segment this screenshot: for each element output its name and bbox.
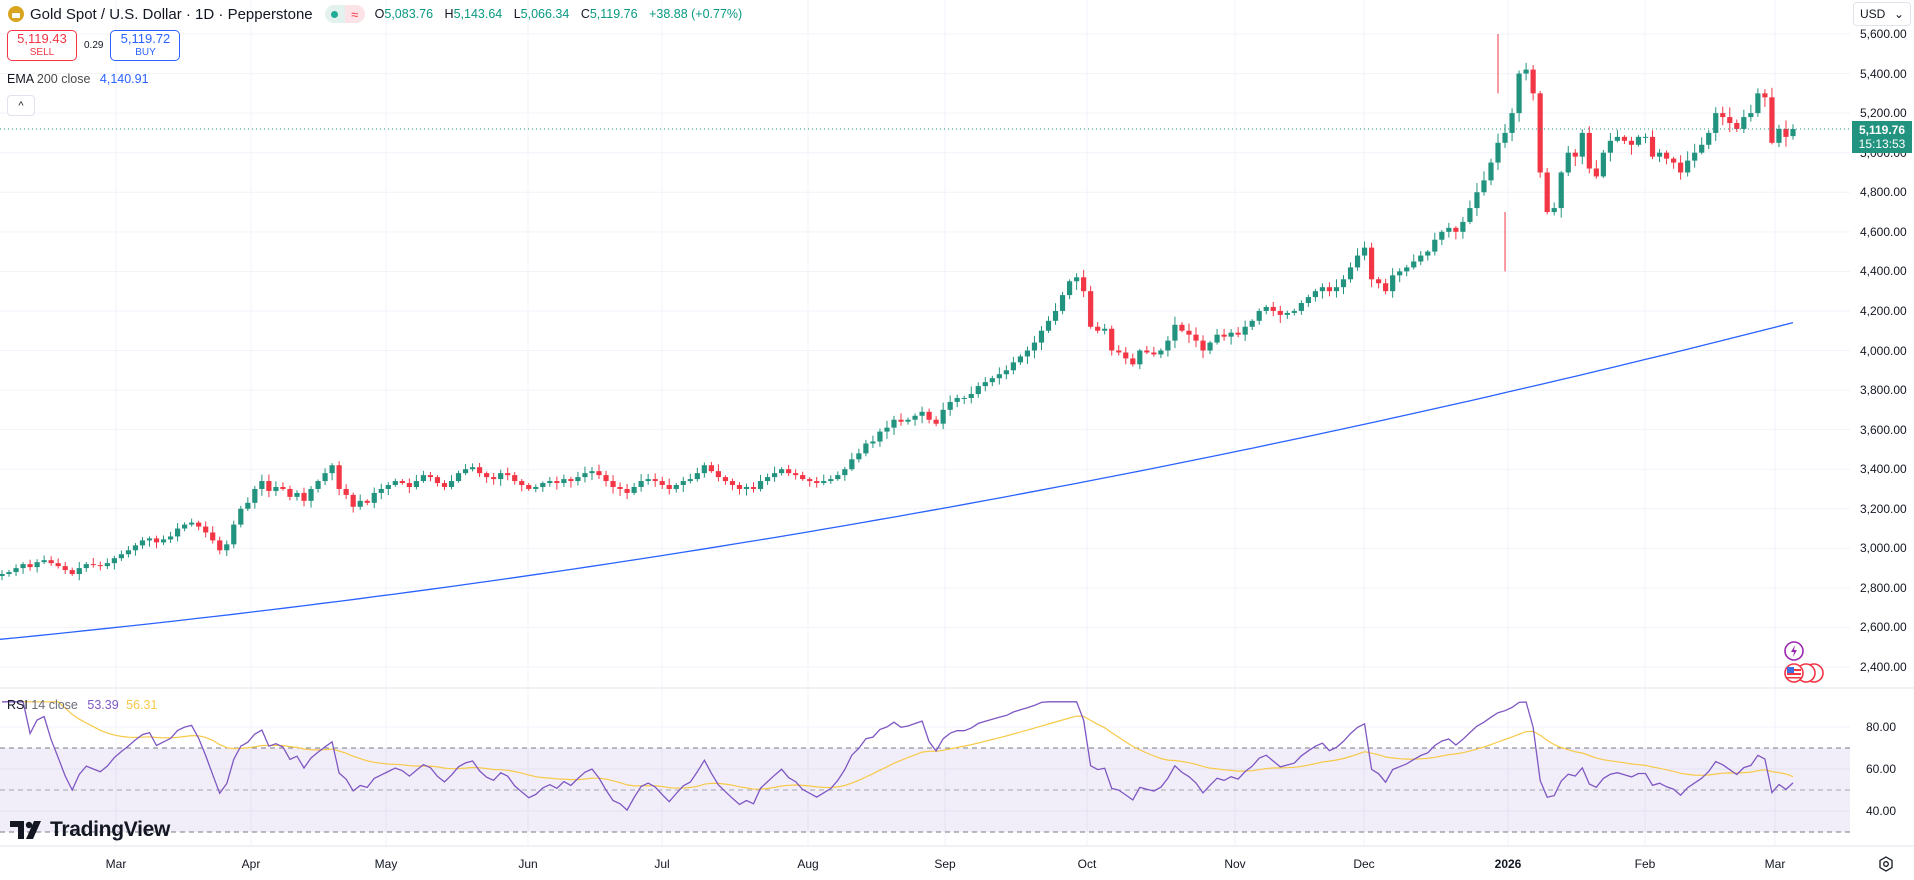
time-axis-label: Apr xyxy=(241,857,261,871)
rsi-axis-label: 80.00 xyxy=(1866,720,1897,734)
tradingview-logo[interactable]: TradingView xyxy=(10,818,170,842)
market-status-pill[interactable]: ≈ xyxy=(324,5,365,23)
time-axis-label: Nov xyxy=(1224,857,1246,871)
price-axis-label: 4,200.00 xyxy=(1860,303,1907,318)
price-axis-label: 5,200.00 xyxy=(1860,106,1907,121)
symbol-title[interactable]: Gold Spot / U.S. Dollar · 1D · Peppersto… xyxy=(30,5,313,23)
price-axis-label: 4,800.00 xyxy=(1860,185,1907,200)
open-value: 5,083.76 xyxy=(384,7,434,21)
sell-button[interactable]: 5,119.43 SELL xyxy=(7,30,77,61)
rsi-params: 14 close xyxy=(31,698,78,712)
last-price-tag: 5,119.76 15:13:53 xyxy=(1852,121,1912,153)
time-axis-label: Mar xyxy=(1764,857,1786,871)
price-axis-label: 3,200.00 xyxy=(1860,501,1907,516)
approx-icon: ≈ xyxy=(344,5,365,23)
trade-panel: 5,119.43 SELL 0.29 5,119.72 BUY xyxy=(7,30,181,61)
high-value: 5,143.64 xyxy=(453,7,503,21)
currency-value: USD xyxy=(1860,7,1886,21)
currency-select[interactable]: USD ⌄ xyxy=(1853,2,1911,26)
tradingview-mark-icon xyxy=(10,821,41,839)
ema-legend[interactable]: EMA 200 close 4,140.91 xyxy=(7,72,149,86)
price-axis-label: 5,600.00 xyxy=(1860,27,1907,41)
price-axis-label: 4,400.00 xyxy=(1860,264,1907,279)
price-axis-label: 3,800.00 xyxy=(1860,383,1907,398)
change-value: +38.88 (+0.77%) xyxy=(649,7,743,21)
time-axis-label: Mar xyxy=(105,857,127,871)
lightning-event-icon[interactable] xyxy=(1783,640,1805,662)
spread-value: 0.29 xyxy=(84,40,104,51)
symbol-legend: Gold Spot / U.S. Dollar · 1D · Peppersto… xyxy=(8,5,746,23)
price-axis-label: 2,600.00 xyxy=(1860,620,1907,635)
sell-label: SELL xyxy=(29,46,55,58)
bar-countdown: 15:13:53 xyxy=(1858,137,1906,151)
open-label: O xyxy=(374,7,385,21)
time-axis-label: Dec xyxy=(1353,857,1375,871)
green-dot-icon xyxy=(324,5,345,23)
price-axis-label: 2,800.00 xyxy=(1860,580,1907,595)
time-axis-label: Oct xyxy=(1077,857,1097,871)
time-axis-label: Jul xyxy=(654,857,670,871)
close-label: C xyxy=(580,7,590,21)
rsi-legend[interactable]: RSI 14 close 53.39 56.31 xyxy=(7,698,157,712)
time-axis-label: Sep xyxy=(934,857,956,871)
rsi-axis-label: 60.00 xyxy=(1866,762,1897,776)
time-axis-label: Feb xyxy=(1634,857,1656,871)
last-price: 5,119.76 xyxy=(1858,123,1906,137)
time-axis-label: Jun xyxy=(518,857,538,871)
ema-name: EMA xyxy=(7,72,34,86)
price-axis-label: 4,000.00 xyxy=(1860,343,1907,358)
buy-price: 5,119.72 xyxy=(120,30,171,46)
buy-label: BUY xyxy=(135,46,156,58)
ema-params: 200 close xyxy=(36,72,91,86)
buy-button[interactable]: 5,119.72 BUY xyxy=(110,30,181,61)
settings-gear-icon[interactable] xyxy=(1878,856,1894,872)
chevron-down-icon: ⌄ xyxy=(1893,7,1904,21)
rsi-ma-value: 56.31 xyxy=(126,698,158,712)
ohlc-values: O5,083.76 H5,143.64 L5,066.34 C5,119.76 … xyxy=(375,7,747,21)
rsi-axis-label: 40.00 xyxy=(1866,804,1897,818)
rsi-name: RSI xyxy=(7,698,28,712)
price-axis-label: 3,600.00 xyxy=(1860,422,1907,437)
time-axis-label: Aug xyxy=(797,857,819,871)
tradingview-wordmark: TradingView xyxy=(50,818,171,841)
price-axis-label: 4,600.00 xyxy=(1860,224,1907,239)
rsi-value: 53.39 xyxy=(87,698,119,712)
price-axis-label: 2,400.00 xyxy=(1860,660,1907,674)
sell-price: 5,119.43 xyxy=(17,30,67,46)
us-economic-events-icon[interactable] xyxy=(1783,662,1829,684)
collapse-legend-button[interactable]: ^ xyxy=(7,95,35,116)
time-axis-label: 2026 xyxy=(1494,857,1522,871)
price-axis-label: 3,400.00 xyxy=(1860,462,1907,477)
low-label: L xyxy=(513,7,521,21)
high-label: H xyxy=(444,7,454,21)
time-axis-label: May xyxy=(374,857,398,871)
price-axis-label: 5,400.00 xyxy=(1860,66,1907,81)
low-value: 5,066.34 xyxy=(520,7,570,21)
price-axis-label: 3,000.00 xyxy=(1860,541,1907,556)
gold-bar-icon xyxy=(8,6,24,22)
chevron-up-icon: ^ xyxy=(18,99,24,112)
ema-value: 4,140.91 xyxy=(99,72,149,86)
close-value: 5,119.76 xyxy=(589,7,638,21)
